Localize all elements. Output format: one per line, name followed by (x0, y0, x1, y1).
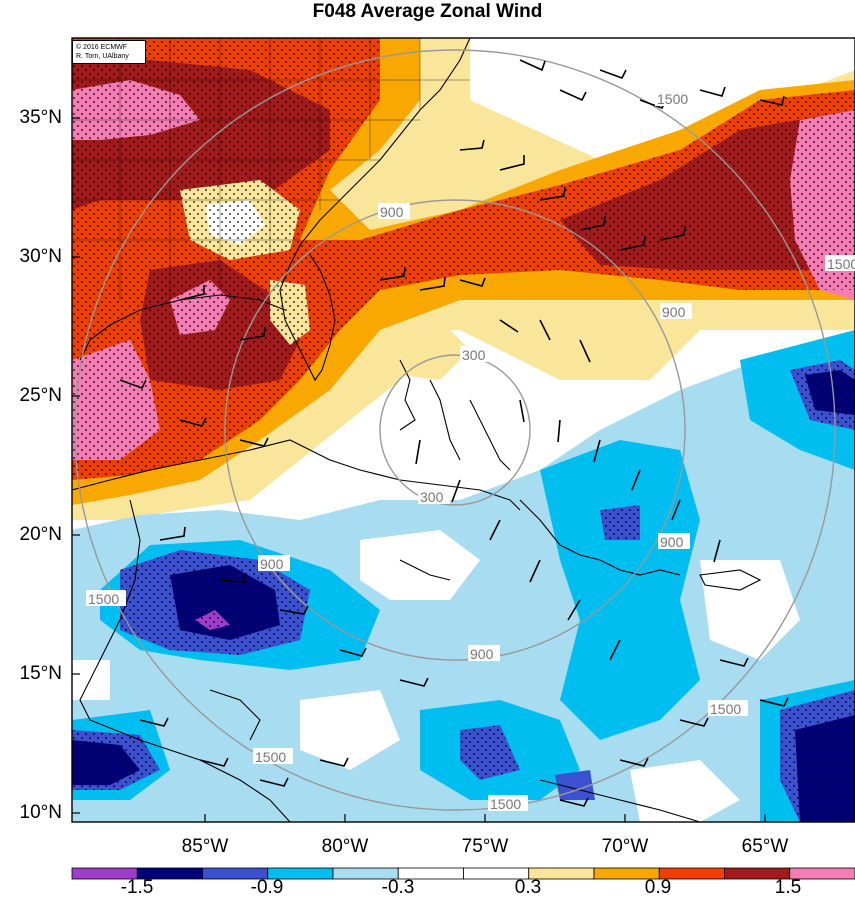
ring-label-11: 1500 (255, 749, 286, 765)
ring-label-7: 1500 (657, 91, 688, 107)
wind-barbs (119, 59, 789, 807)
lon-label-80w: 80°W (321, 836, 369, 857)
stipple-negative-s (460, 725, 520, 780)
ring-label-8: 1500 (827, 256, 855, 272)
ring-label-0: 300 (462, 347, 486, 363)
lat-label-15n: 15°N (19, 663, 62, 684)
stipple-negative-c (600, 505, 640, 540)
colorbar-label-4: 0.9 (644, 877, 672, 898)
colorbar-label-5: 1.5 (774, 877, 802, 898)
stipple-negative-e (790, 360, 855, 430)
ring-label-9: 1500 (710, 701, 741, 717)
colorbar-label-0: -1.5 (120, 877, 154, 898)
neutral-patch-5 (630, 760, 740, 822)
map-title: F048 Average Zonal Wind (312, 1, 543, 22)
copyright-line-1: © 2016 ECMWF (76, 44, 128, 51)
negative-band-blue-s2 (555, 770, 595, 800)
ring-label-12: 1500 (88, 591, 119, 607)
ring-label-5: 900 (470, 646, 494, 662)
stipple-negative-sw (72, 730, 160, 790)
lon-label-70w: 70°W (601, 836, 649, 857)
lat-label-20n: 20°N (19, 524, 62, 545)
ring-label-1: 300 (420, 489, 444, 505)
lat-label-25n: 25°N (19, 385, 62, 406)
lon-label-75w: 75°W (461, 836, 509, 857)
map-field (72, 38, 855, 822)
lat-label-30n: 30°N (19, 246, 62, 267)
map-frame (71, 37, 855, 823)
neutral-patch-3 (300, 690, 400, 770)
lon-label-85w: 85°W (181, 836, 229, 857)
colorbar-label-2: -0.3 (381, 877, 415, 898)
colorbar-label-3: 0.3 (514, 877, 542, 898)
copyright-line-2: R. Torn, UAlbany (76, 53, 129, 60)
ring-label-10: 1500 (490, 796, 521, 812)
neutral-patch-4 (72, 660, 110, 700)
range-ring-labels: 300 300 900 900 900 900 900 1500 1500 15… (86, 90, 855, 812)
latitude-ticks (72, 117, 80, 814)
ring-label-6: 900 (660, 534, 684, 550)
lon-label-65w: 65°W (741, 836, 789, 857)
colorbar (71, 867, 855, 880)
stipple-negative-se (780, 690, 855, 822)
state-borders (72, 38, 470, 300)
lat-label-10n: 10°N (19, 802, 62, 823)
longitude-ticks (204, 814, 766, 822)
neutral-patch-1 (360, 530, 480, 600)
lat-label-35n: 35°N (19, 107, 62, 128)
stipple-negative (120, 550, 310, 655)
ring-label-4: 900 (260, 556, 284, 572)
copyright-box: © 2016 ECMWF R. Torn, UAlbany (72, 40, 146, 64)
ring-label-2: 900 (380, 204, 404, 220)
ring-label-3: 900 (662, 304, 686, 320)
coastlines (72, 38, 762, 822)
range-rings (74, 49, 836, 811)
stipple-positive (72, 38, 855, 480)
colorbar-swatch (789, 867, 855, 880)
colorbar-label-1: -0.9 (250, 877, 284, 898)
